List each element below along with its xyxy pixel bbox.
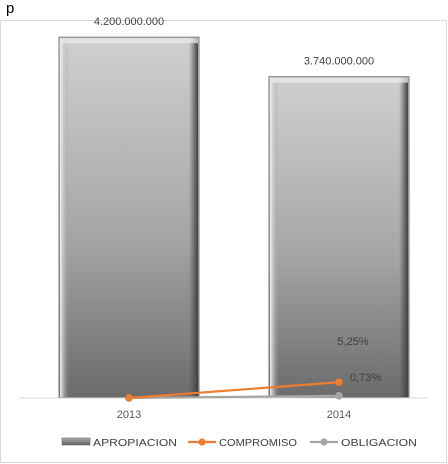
legend-item-compromiso: COMPROMISO: [188, 437, 297, 449]
legend-item-obligacion: OBLIGACION: [310, 437, 417, 449]
chart-frame: [0, 20, 447, 463]
bar-2013: [58, 36, 200, 399]
legend-swatch: [61, 437, 91, 446]
x-tick-label: 2013: [117, 409, 141, 421]
line-value-label: 0,73%: [350, 372, 381, 384]
chart-title-fragment: p: [0, 0, 448, 20]
series-line-compromiso: [128, 381, 340, 400]
bar-2014: [268, 76, 410, 399]
bar-value-label: 4.200.000.000: [94, 16, 164, 28]
series-point-compromiso: [125, 394, 133, 402]
legend-label: COMPROMISO: [219, 437, 297, 449]
cut-title-text: p: [6, 0, 15, 17]
series-point-compromiso: [335, 378, 343, 387]
line-value-label: 5,25%: [337, 336, 368, 348]
legend-label: OBLIGACION: [341, 437, 417, 449]
legend-item-apropiacion: APROPIACION: [61, 437, 177, 449]
legend-label: APROPIACION: [93, 437, 177, 449]
legend-marker: [198, 438, 206, 446]
x-tick-label: 2014: [327, 409, 351, 421]
bar-value-label: 3.740.000.000: [304, 56, 374, 68]
series-line-obligacion: [128, 394, 340, 400]
series-point-obligacion: [335, 392, 343, 400]
legend-marker: [320, 438, 328, 446]
